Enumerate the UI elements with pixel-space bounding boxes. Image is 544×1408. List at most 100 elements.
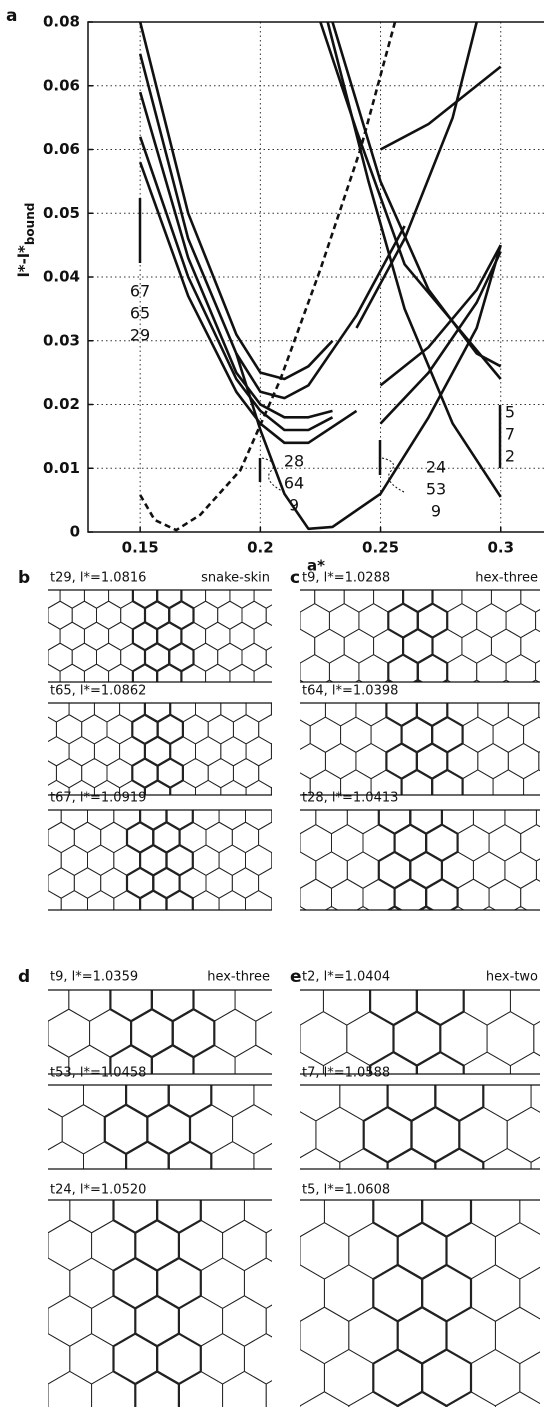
cell: [310, 1220, 354, 1270]
cell: [426, 770, 458, 806]
tiling-title: t67, l*=1.0919: [50, 791, 146, 806]
x-tick-label: 0.15: [122, 539, 159, 557]
cell: [9, 799, 35, 829]
cell: [323, 1348, 374, 1407]
cell: [258, 867, 272, 899]
cell: [270, 703, 272, 716]
cell: [48, 1219, 93, 1272]
cell: [12, 622, 36, 650]
cell: [127, 913, 153, 943]
cell: [358, 603, 389, 639]
cell: [472, 851, 506, 889]
cell: [205, 663, 231, 682]
cell: [200, 1200, 245, 1234]
curve: [138, 53, 406, 400]
cell: [253, 663, 272, 682]
cell: [300, 662, 301, 681]
cell: [255, 1011, 272, 1056]
cell: [300, 1391, 350, 1407]
annotation: 67: [130, 282, 150, 301]
cell: [169, 779, 196, 795]
cell: [446, 1306, 496, 1365]
cell: [284, 715, 309, 744]
cell: [300, 905, 307, 910]
tiling-title: t53, l*=1.0458: [50, 1066, 146, 1081]
cell: [19, 693, 44, 722]
tiling: [48, 990, 272, 1074]
cell: [476, 654, 507, 682]
cell: [218, 890, 246, 910]
cell: [270, 786, 272, 795]
tiling-name: hex-three: [207, 970, 270, 985]
cell: [244, 1149, 292, 1204]
cell: [223, 1145, 267, 1195]
cell: [169, 685, 193, 713]
cell: [470, 1200, 521, 1238]
curve: [319, 22, 502, 380]
cell: [443, 679, 452, 682]
cell: [48, 1383, 49, 1407]
cell: [48, 1141, 84, 1169]
cell: [300, 887, 301, 908]
cell: [113, 890, 141, 910]
cell: [108, 663, 134, 682]
curve: [138, 91, 333, 419]
cell: [418, 553, 447, 587]
cell: [446, 1391, 496, 1407]
cell: [288, 1334, 332, 1384]
cell: [372, 1263, 424, 1323]
panel-label: b: [18, 568, 30, 588]
cell: [300, 1306, 350, 1365]
cell: [245, 703, 272, 723]
cell: [415, 1050, 465, 1074]
cell: [284, 759, 309, 788]
cell: [253, 1142, 272, 1169]
cell: [506, 1106, 540, 1163]
panel-label: e: [290, 967, 302, 987]
cell: [396, 1390, 448, 1407]
curve: [138, 136, 334, 432]
cell: [227, 1180, 276, 1236]
cell: [210, 1141, 255, 1169]
cell: [100, 867, 128, 899]
cell: [210, 1085, 255, 1118]
cell: [372, 1348, 424, 1407]
cell: [470, 1264, 521, 1322]
cell: [48, 600, 73, 630]
cell: [392, 1010, 442, 1067]
panel-label: c: [290, 568, 300, 588]
cell: [83, 663, 110, 682]
cell: [227, 1265, 276, 1321]
cell: [258, 714, 272, 745]
cell: [230, 1052, 277, 1106]
cell: [220, 736, 247, 767]
cell: [264, 744, 295, 779]
cell: [73, 821, 102, 854]
cell: [60, 844, 88, 876]
annotation: 2: [505, 447, 515, 466]
cell: [0, 1068, 41, 1117]
cell: [446, 654, 478, 682]
cell: [48, 1370, 93, 1407]
cell: [535, 609, 540, 633]
cell: [264, 796, 295, 831]
cell: [0, 1334, 26, 1384]
cell: [87, 890, 115, 910]
cell: [495, 1138, 544, 1194]
cell: [229, 663, 255, 682]
leader: [261, 457, 285, 493]
cell: [439, 1011, 488, 1067]
cell: [217, 600, 243, 630]
cell: [182, 714, 209, 745]
cell: [9, 845, 35, 875]
cell: [501, 679, 511, 682]
cell: [193, 642, 219, 672]
cell: [309, 769, 342, 795]
cell: [232, 777, 258, 807]
cell: [446, 1222, 496, 1280]
cell: [386, 1147, 437, 1169]
cell: [218, 844, 246, 876]
cell: [362, 1105, 413, 1164]
cell: [233, 1031, 276, 1080]
cell: [68, 1044, 111, 1074]
